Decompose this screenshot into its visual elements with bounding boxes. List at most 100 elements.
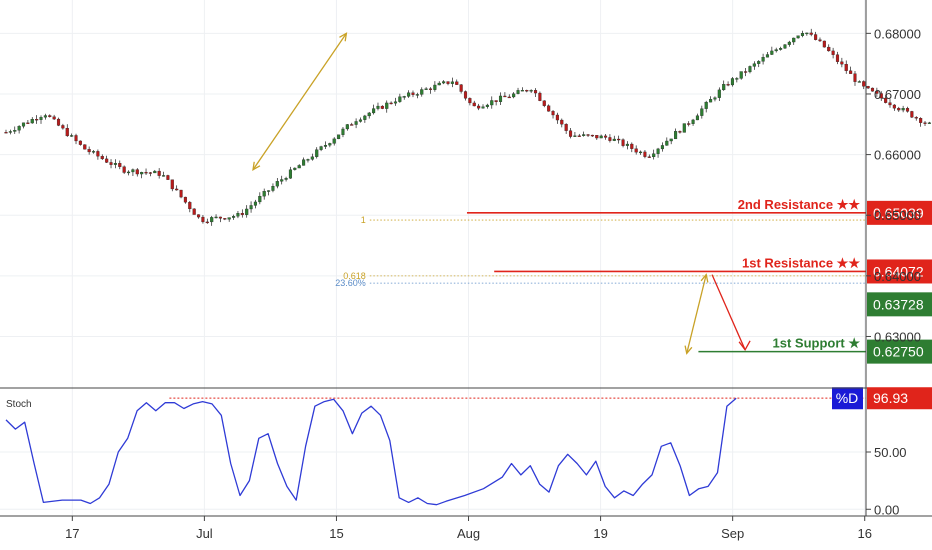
candle-body <box>914 117 918 119</box>
candle-body <box>87 149 91 153</box>
candle-body <box>258 195 262 203</box>
candle-body <box>625 143 629 146</box>
candle-body <box>153 170 157 174</box>
candle-body <box>297 165 301 169</box>
candle-body <box>866 86 870 89</box>
candle-body <box>529 90 533 92</box>
measure-arrow-sep <box>684 273 709 355</box>
candle-body <box>455 81 459 85</box>
candle-body <box>385 102 389 109</box>
candle-body <box>459 84 463 92</box>
candle-body <box>358 119 363 122</box>
stoch-pane: Stoch %D <box>0 387 866 510</box>
candle-body <box>639 151 643 154</box>
candle-body <box>389 102 393 105</box>
candle-body <box>805 32 809 35</box>
level-price-tag <box>867 200 932 225</box>
candle-body <box>879 93 883 99</box>
x-tick-label: 19 <box>593 526 607 541</box>
candle-body <box>722 84 726 91</box>
y-tick-label: 0.67000 <box>874 87 921 102</box>
candle-body <box>687 123 691 125</box>
candle-body <box>669 138 673 142</box>
x-tick-label: 17 <box>65 526 79 541</box>
fib-label: 1 <box>361 215 366 225</box>
stoch-value-tag: 96.93 <box>867 387 932 410</box>
candle-body <box>56 118 61 126</box>
candle-body <box>393 101 398 104</box>
candle-body <box>323 145 328 147</box>
candle-body <box>293 167 297 170</box>
candle-body <box>612 138 616 141</box>
candle-body <box>739 71 743 79</box>
candle-body <box>498 95 503 102</box>
projection-arrow <box>711 274 751 351</box>
level-label: 1st Resistance ★★ <box>742 255 860 270</box>
candle-body <box>315 149 319 157</box>
candle-body <box>78 140 82 145</box>
fib-label: 23.60% <box>335 278 366 288</box>
candle-body <box>503 95 507 98</box>
candle-body <box>411 92 415 95</box>
y-tick-label: 0.63000 <box>874 329 921 344</box>
stoch-tick-label: 50.00 <box>874 445 907 460</box>
candles <box>4 28 931 226</box>
candle-body <box>656 148 660 154</box>
x-tick-label: 15 <box>329 526 343 541</box>
candle-body <box>884 97 888 103</box>
candle-body <box>109 162 113 165</box>
candle-body <box>770 50 774 55</box>
candle-body <box>188 202 192 210</box>
main-pane-bg <box>0 0 866 388</box>
level-price-tag <box>867 259 932 284</box>
candle-body <box>74 135 78 142</box>
level-1: 2nd Resistance ★★ 0.65039 <box>466 197 932 225</box>
candle-body <box>792 37 796 43</box>
candle-body <box>573 135 577 137</box>
candle-body <box>433 84 437 90</box>
candle-body <box>595 135 599 139</box>
x-tick-label: Aug <box>457 526 480 541</box>
candle-body <box>319 146 323 150</box>
candle-body <box>853 73 857 82</box>
candle-body <box>844 64 848 71</box>
candle-body <box>630 143 634 149</box>
candle-body <box>223 218 227 220</box>
time-axis: 17 Jul 15 Aug 19 Sep 16 <box>65 516 872 541</box>
candle-body <box>100 156 104 160</box>
candle-body <box>284 178 288 180</box>
candle-body <box>148 172 152 174</box>
candle-body <box>520 90 524 92</box>
candle-body <box>468 98 472 104</box>
candle-body <box>923 122 927 124</box>
candle-body <box>621 139 625 146</box>
candle-body <box>122 166 126 173</box>
candle-body <box>695 115 699 121</box>
candle-body <box>682 123 686 133</box>
candle-body <box>717 89 721 98</box>
candle-body <box>183 196 187 203</box>
candle-body <box>691 119 695 124</box>
candle-body <box>512 93 516 98</box>
candle-body <box>516 90 520 94</box>
candle-body <box>744 71 748 73</box>
candle-body <box>249 205 253 210</box>
candle-body <box>481 106 485 109</box>
candle-body <box>660 145 664 150</box>
candle-body <box>822 40 826 48</box>
candle-body <box>306 159 310 161</box>
candle-body <box>818 39 822 42</box>
candle-body <box>240 213 244 215</box>
candle-body <box>407 92 411 97</box>
stoch-d-line <box>5 397 737 506</box>
candle-body <box>814 34 818 40</box>
candle-body <box>126 171 131 174</box>
candle-body <box>144 171 148 174</box>
candle-body <box>402 96 406 98</box>
candle-body <box>796 35 800 39</box>
stoch-series-name: %D <box>836 390 859 406</box>
candle-body <box>30 118 34 124</box>
candle-body <box>490 100 494 106</box>
candle-body <box>450 81 454 84</box>
